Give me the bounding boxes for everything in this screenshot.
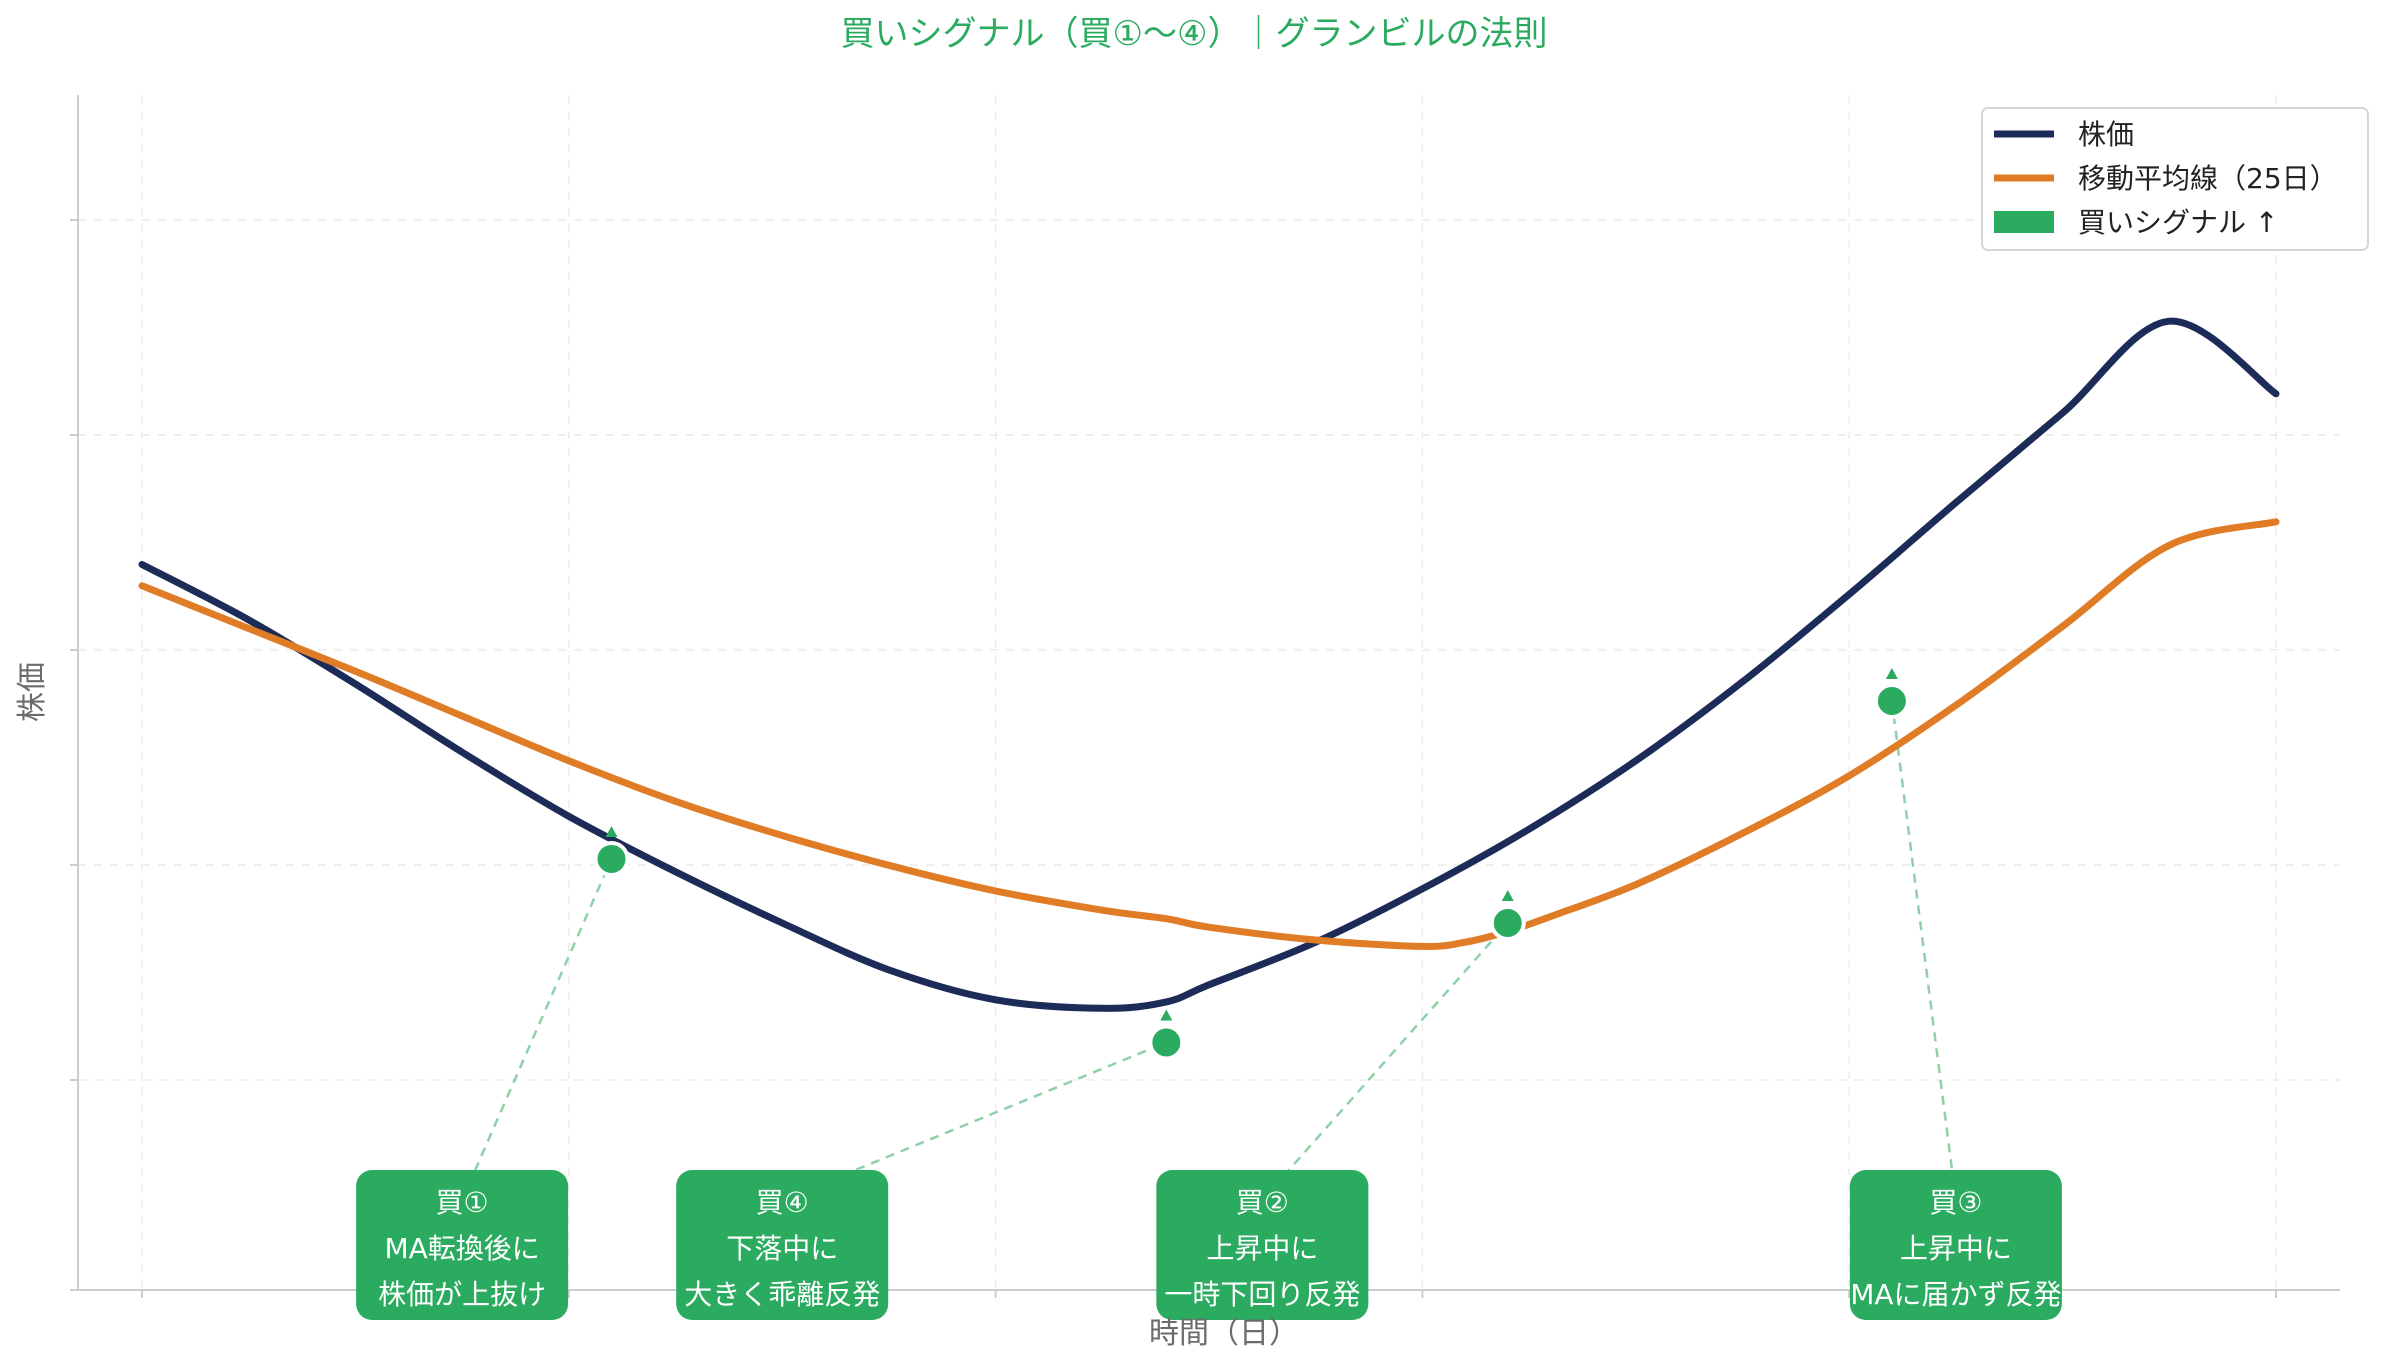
signal-box-text: 下落中に	[726, 1232, 838, 1265]
signal-box-buy3: 買③ 上昇中に MAに届かず反発	[1849, 1170, 2062, 1320]
signal-marker-buy4	[1148, 1024, 1185, 1061]
signal-marker-buy1	[593, 840, 630, 877]
signal-box-text: 上昇中に	[1206, 1232, 1318, 1265]
legend-label: 移動平均線（25日）	[2078, 162, 2338, 195]
series-lines	[138, 317, 2280, 1012]
legend-label: 買いシグナル ↑	[2078, 206, 2278, 239]
signal-box-text: 株価が上抜け	[378, 1278, 546, 1311]
grid-lines	[78, 95, 2340, 1290]
signal-box-text: 買④	[756, 1186, 809, 1219]
signal-marker-buy2	[1489, 904, 1526, 941]
signal-box-background	[1849, 1170, 2062, 1320]
signal-box-text: MAに届かず反発	[1850, 1278, 2061, 1311]
signal-box-text: 買②	[1236, 1186, 1289, 1219]
signal-box-text: MA転換後に	[384, 1232, 539, 1265]
x-axis-label: 時間（日）	[1149, 1316, 1299, 1351]
price-line	[138, 317, 2280, 1012]
moving-average-line	[138, 518, 2280, 950]
up-arrow-icon	[1501, 889, 1514, 901]
up-arrow-icon	[1160, 1009, 1173, 1021]
leader-line-buy3	[1890, 700, 1958, 1201]
signal-box-text: 上昇中に	[1900, 1232, 2012, 1265]
up-arrow-icon	[605, 825, 618, 837]
signal-box-text: 買③	[1929, 1186, 1982, 1219]
signal-box-background	[1156, 1170, 1369, 1320]
legend-swatch-patch	[1994, 211, 2054, 233]
signal-box-text: 一時下回り反発	[1164, 1278, 1360, 1311]
legend-label: 株価	[2078, 118, 2134, 151]
signal-box-text: 大きく乖離反発	[684, 1278, 880, 1311]
chart-title: 買いシグナル（買①〜④）｜グランビルの法則	[841, 14, 1548, 54]
legend-frame	[1981, 107, 2369, 251]
signal-marker-buy3	[1873, 683, 1910, 720]
signal-box-text: 買①	[436, 1186, 489, 1219]
up-arrow-icon	[1885, 668, 1898, 680]
signal-box-background	[356, 1170, 569, 1320]
leader-line-buy1	[460, 858, 613, 1201]
signal-markers	[593, 668, 1910, 1061]
signal-box-background	[676, 1170, 889, 1320]
signal-leader-lines	[460, 700, 1958, 1202]
leader-line-buy2	[1261, 922, 1509, 1201]
y-axis-label: 株価	[15, 662, 50, 722]
